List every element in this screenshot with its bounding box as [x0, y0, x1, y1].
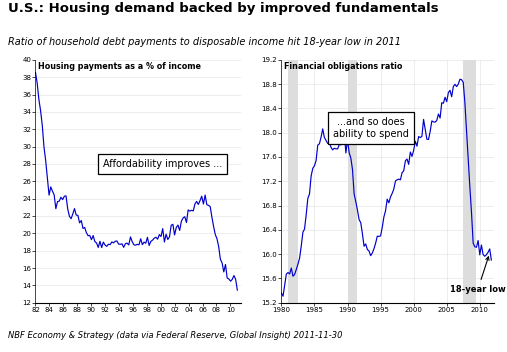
- Bar: [463, 60, 477, 303]
- Text: 18-year low: 18-year low: [450, 257, 506, 294]
- Text: Affordability improves ...: Affordability improves ...: [103, 159, 223, 169]
- Bar: [347, 60, 357, 303]
- Text: Financial obligations ratio: Financial obligations ratio: [283, 62, 402, 71]
- Text: Ratio of household debt payments to disposable income hit 18-year low in 2011: Ratio of household debt payments to disp…: [8, 37, 401, 47]
- Text: ...and so does
ability to spend: ...and so does ability to spend: [333, 117, 409, 139]
- Text: NBF Economy & Strategy (data via Federal Reserve, Global Insight) 2011-11-30: NBF Economy & Strategy (data via Federal…: [8, 331, 342, 340]
- Text: U.S.: Housing demand backed by improved fundamentals: U.S.: Housing demand backed by improved …: [8, 2, 438, 15]
- Bar: [288, 60, 298, 303]
- Text: Housing payments as a % of income: Housing payments as a % of income: [38, 62, 201, 71]
